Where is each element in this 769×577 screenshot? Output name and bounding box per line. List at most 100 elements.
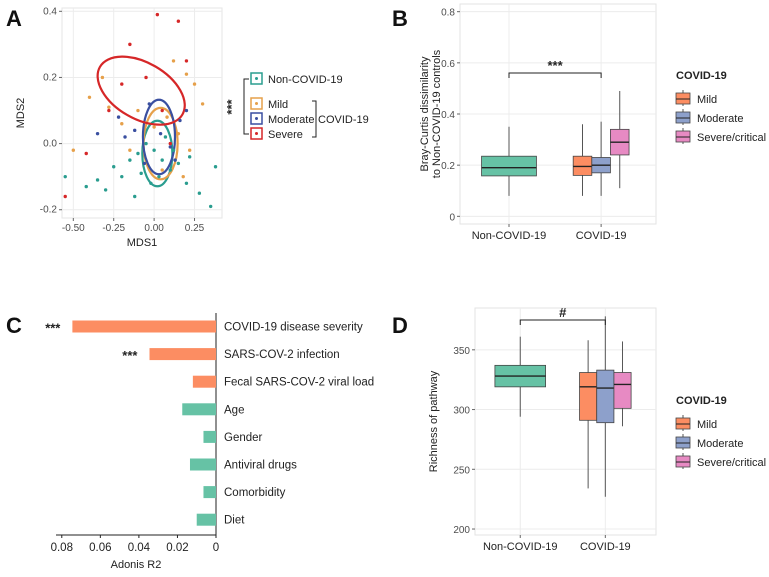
panel-a-point-non-covid-19 [136, 151, 140, 156]
panel-c-adonis-bars: 0.08 0.06 0.04 0.02 0 Adonis R2 COVID-19 disea… [45, 313, 374, 571]
panel-a-point-moderate [116, 115, 121, 119]
panel-c-bar-label-sars-cov-2-infection: SARS-COV-2 infection [224, 349, 340, 361]
panel-a-point-severe [176, 19, 181, 23]
panel-a-point-non-covid-19 [171, 148, 176, 152]
panel-c-x-tick-label: 0.06 [89, 542, 111, 554]
panel-a-point-non-covid-19 [168, 168, 172, 172]
panel-a-label: A [6, 6, 22, 31]
panel-a-point-non-covid-19 [84, 184, 88, 189]
panel-d-box-severe-critical [613, 372, 632, 409]
panel-d-box-moderate [596, 369, 615, 424]
panel-a-point-non-covid-19 [152, 148, 156, 152]
panel-a-y-tick-label: 0.4 [43, 6, 57, 17]
panel-d-plot-area [474, 307, 657, 536]
panel-a-point-mild [165, 115, 169, 119]
panel-d-richness-boxplot: 200 250 300 350 Non-COVID-19 COVID-19 # Richnes… [428, 305, 766, 553]
panel-c-bar-covid-19-disease-severity [72, 320, 216, 333]
panel-a-point-mild [152, 125, 156, 129]
panel-d-y-tick-label: 250 [453, 465, 470, 476]
panel-a-x-tick-label: -0.25 [102, 223, 125, 234]
panel-a-point-non-covid-19 [149, 181, 153, 185]
panel-a-point-mild [136, 108, 140, 113]
panel-a-point-severe [168, 141, 172, 146]
panel-a-point-severe [160, 108, 164, 113]
panel-a-point-non-covid-19 [63, 174, 67, 179]
panel-a-legend-dot-severe [255, 132, 258, 135]
panel-a-point-moderate [142, 161, 147, 166]
panel-a-covid-group-label: COVID-19 [318, 114, 369, 126]
panel-a-point-severe [128, 42, 132, 47]
panel-a-ellipse-severe [96, 55, 186, 126]
panel-a-point-mild [100, 75, 105, 80]
panel-c-bar-diet [196, 513, 216, 526]
panel-a-point-moderate [168, 145, 172, 149]
panel-a-point-mild [200, 102, 205, 106]
panel-a-x-axis-title: MDS1 [127, 237, 158, 249]
panel-a-point-severe [107, 108, 111, 113]
panel-a-point-moderate [158, 131, 163, 136]
panel-a-y-tick-label: -0.2 [40, 205, 58, 216]
panel-c-bar-label-gender: Gender [224, 432, 263, 444]
panel-a-ellipse-moderate [141, 98, 177, 176]
panel-a-point-severe [184, 59, 189, 63]
panel-a-point-mild [120, 122, 124, 126]
panel-b-legend-label-mild: Mild [697, 94, 717, 106]
panel-a-point-non-covid-19 [144, 141, 148, 146]
panel-a-x-tick-label: -0.50 [62, 223, 85, 234]
panel-a-point-non-covid-19 [120, 174, 124, 179]
panel-b-y-tick-label: 0.4 [441, 110, 455, 121]
panel-d-label: D [392, 313, 408, 338]
panel-a-point-severe [144, 75, 148, 80]
panel-a-legend-dot-mild [255, 102, 258, 105]
panel-b-x-tick-label: COVID-19 [576, 230, 627, 242]
panel-a-point-non-covid-19 [197, 191, 202, 195]
panel-a-point-non-covid-19 [187, 155, 192, 159]
panel-c-bar-gender [203, 430, 216, 443]
panel-a-point-mild [184, 72, 189, 76]
panel-d-box-mild [579, 372, 598, 421]
panel-a-point-non-covid-19 [139, 171, 143, 176]
panel-a-point-non-covid-19 [157, 174, 161, 179]
panel-a-point-non-covid-19 [160, 158, 164, 162]
panel-d-y-axis-title: Richness of pathway [428, 370, 440, 472]
panel-a-legend-label-moderate: Moderate [268, 114, 314, 126]
panel-b-y-tick-label: 0.6 [441, 59, 455, 70]
panel-c-bar-sars-cov-2-infection [149, 348, 216, 361]
panel-a-point-moderate [147, 102, 151, 106]
panel-a-point-severe [84, 151, 88, 156]
panel-b-legend-label-moderate: Moderate [697, 113, 743, 125]
panel-b-y-tick-label: 0 [449, 212, 455, 223]
panel-c-bar-antiviral-drugs [189, 458, 216, 471]
panel-c-bar-label-antiviral-drugs: Antiviral drugs [224, 460, 297, 472]
panel-a-point-moderate [95, 131, 100, 136]
panel-b-box-non-covid-19 [481, 155, 537, 177]
panel-c-bar-label-fecal-sars-cov-2-viral-load: Fecal SARS-COV-2 viral load [224, 377, 374, 389]
panel-a-point-severe [120, 82, 124, 86]
panel-a-plot-area [61, 7, 223, 219]
panel-c-x-tick-label: 0 [213, 542, 219, 554]
panel-a-point-severe [155, 12, 160, 17]
panel-a-point-non-covid-19 [95, 178, 100, 182]
panel-a-covid-group-bracket [312, 100, 317, 138]
panel-c-x-tick-label: 0.04 [128, 542, 151, 554]
panel-a-significance: *** [224, 98, 239, 114]
panel-a-legend-label-mild: Mild [268, 99, 288, 111]
panel-a-point-non-covid-19 [163, 135, 168, 139]
panel-b-significance-bracket [508, 72, 602, 78]
panel-b-legend-label-severe-critical: Severe/critical [697, 132, 766, 144]
panel-a-point-severe [63, 194, 67, 199]
panel-b-y-axis-title: Bray-Curtis dissimilarity [419, 56, 431, 171]
panel-b-x-tick-label: Non-COVID-19 [472, 230, 547, 242]
panel-b-y-axis-title: to Non-COVID-19 controls [431, 49, 443, 178]
panel-c-bar-label-age: Age [224, 404, 244, 416]
panel-a-point-mild [71, 148, 76, 152]
panel-c-bar-label-comorbidity: Comorbidity [224, 487, 286, 499]
panel-a-legend-label-severe: Severe [268, 129, 303, 141]
panel-a-point-mild [128, 148, 132, 152]
panel-c-x-tick-label: 0.08 [51, 542, 73, 554]
panel-a-legend-bracket [243, 78, 249, 135]
panel-a-point-moderate [173, 158, 177, 162]
panel-a-point-non-covid-19 [133, 194, 137, 199]
panel-a-legend-dot-moderate [255, 117, 258, 120]
panel-b-label: B [392, 6, 408, 31]
